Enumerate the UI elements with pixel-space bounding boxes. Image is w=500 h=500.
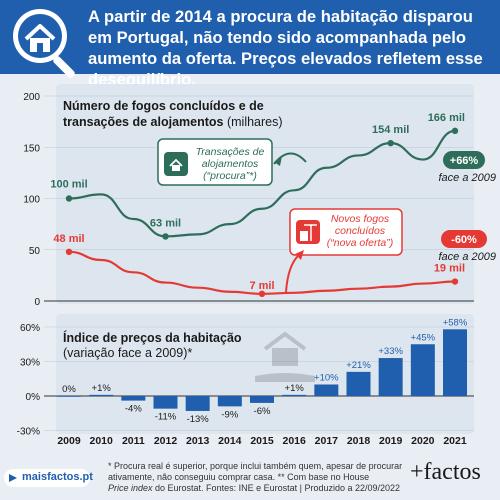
house-cycle-icon xyxy=(169,158,183,171)
series-point xyxy=(451,127,459,135)
bar-chart-title: Índice de preços da habitação xyxy=(63,330,242,345)
data-label: 7 mil xyxy=(249,280,274,292)
brand-logo: +factos xyxy=(410,459,481,485)
price-bar xyxy=(185,396,210,411)
bar-y-tick: 0% xyxy=(26,392,41,403)
legend-procura-line3: (“procura”*) xyxy=(203,170,257,182)
bar-data-label: -11% xyxy=(155,412,177,423)
data-label: 154 mil xyxy=(372,124,409,136)
footnote-line2: ativamente, não conseguiu comprar casa. … xyxy=(108,472,370,482)
series-point xyxy=(451,278,459,285)
header-bar: A partir de 2014 a procura de habitação … xyxy=(0,0,500,89)
bar-data-label: +33% xyxy=(378,346,403,357)
line-y-tick: 100 xyxy=(23,195,40,206)
legend-procura: Transações de alojamentos (“procura”*) xyxy=(157,138,273,186)
line-chart-subtitle: transações de alojamentos (milhares) xyxy=(63,115,283,129)
bar-data-label: -13% xyxy=(187,414,210,425)
x-tick-year: 2013 xyxy=(186,435,210,447)
bar-y-tick: 30% xyxy=(20,358,40,369)
badge-oferta-value: -60% xyxy=(451,234,477,246)
price-bar xyxy=(443,329,467,396)
x-tick-year: 2019 xyxy=(379,435,403,447)
line-y-tick: 150 xyxy=(23,143,40,154)
price-bar xyxy=(410,344,435,396)
x-tick-year: 2018 xyxy=(347,435,371,447)
x-tick-year: 2015 xyxy=(250,435,274,447)
arrow-head-icon xyxy=(274,156,282,166)
x-tick-year: 2011 xyxy=(122,435,145,447)
bar-y-tick: -30% xyxy=(17,427,40,438)
site-label: maisfactos.pt xyxy=(22,471,93,483)
crane-building-icon xyxy=(300,224,317,241)
price-bar xyxy=(346,371,371,396)
bar-data-label: -4% xyxy=(125,404,142,415)
x-tick-year: 2017 xyxy=(315,435,339,447)
price-hand-house-icon xyxy=(255,331,315,382)
data-label: 100 mil xyxy=(50,179,87,191)
footnote-line1: * Procura real é superior, porque inclui… xyxy=(108,461,403,471)
data-label: 19 mil xyxy=(434,263,465,275)
badge-oferta-sub: face a 2009 xyxy=(439,251,497,263)
bar-data-label: +45% xyxy=(411,332,436,343)
series-point xyxy=(387,139,394,147)
legend-oferta-line2: concluídos xyxy=(335,225,386,237)
data-label: 166 mil xyxy=(428,112,465,124)
line-y-tick: 0 xyxy=(34,297,40,308)
series-point xyxy=(162,233,169,240)
footnote: * Procura real é superior, porque inclui… xyxy=(108,461,408,494)
legend-procura-line2: alojamentos xyxy=(202,158,259,170)
badge-oferta: -60% face a 2009 xyxy=(439,230,497,263)
price-bar xyxy=(314,384,339,396)
badge-procura-value: +66% xyxy=(450,155,479,167)
bar-data-label: -6% xyxy=(254,406,271,417)
x-tick-year: 2009 xyxy=(57,435,81,447)
x-tick-year: 2020 xyxy=(411,435,435,447)
line-y-tick: 50 xyxy=(29,246,41,257)
line-chart-title: Número de fogos concluídos e de xyxy=(63,99,264,113)
badge-procura: +66% face a 2009 xyxy=(439,151,497,184)
price-bar xyxy=(217,396,242,407)
price-bar xyxy=(121,396,146,401)
price-bar xyxy=(89,394,114,396)
series-point xyxy=(258,290,266,298)
series-point xyxy=(65,195,73,202)
bar-data-label: +1% xyxy=(285,383,305,394)
x-tick-year: 2014 xyxy=(218,435,242,447)
x-tick-year: 2012 xyxy=(154,435,178,447)
line-y-tick: 200 xyxy=(23,92,40,103)
bar-data-label: +10% xyxy=(314,373,339,384)
bar-data-label: 0% xyxy=(62,384,76,395)
bar-data-label: +1% xyxy=(92,383,112,394)
footnote-line3: Price index do Eurostat. Fontes: INE e E… xyxy=(108,483,401,493)
legend-oferta-line3: (“nova oferta”) xyxy=(327,237,394,249)
chart-area: 0 50 100 150 200 Número de fogos concluídos … xyxy=(17,84,497,447)
price-bar xyxy=(153,396,178,409)
badge-procura-sub: face a 2009 xyxy=(439,172,497,184)
price-bar xyxy=(378,358,403,396)
bar-data-label: -9% xyxy=(221,409,238,420)
bar-chart-subtitle: (variação face a 2009)* xyxy=(63,346,192,360)
site-link[interactable]: maisfactos.pt xyxy=(4,469,93,487)
arrow-head-icon xyxy=(295,250,304,260)
legend-procura-line1: Transações de xyxy=(196,146,265,158)
bar-y-tick: 60% xyxy=(20,323,40,334)
x-tick-year: 2016 xyxy=(282,435,306,447)
data-label: 48 mil xyxy=(53,233,84,245)
x-tick-year: 2021 xyxy=(443,435,467,447)
legend-oferta-line1: Novos fogos xyxy=(331,213,390,225)
price-bar xyxy=(282,394,307,396)
house-search-icon xyxy=(13,9,75,78)
bar-data-label: +21% xyxy=(346,360,371,371)
play-arrow-icon xyxy=(9,474,17,482)
legend-oferta: Novos fogos concluídos (“nova oferta”) xyxy=(289,208,403,256)
bar-data-label: +58% xyxy=(443,317,468,328)
series-point xyxy=(65,248,73,255)
price-bar xyxy=(250,396,274,403)
data-label: 63 mil xyxy=(150,217,181,229)
x-tick-year: 2010 xyxy=(89,435,113,447)
price-bar xyxy=(57,396,81,397)
